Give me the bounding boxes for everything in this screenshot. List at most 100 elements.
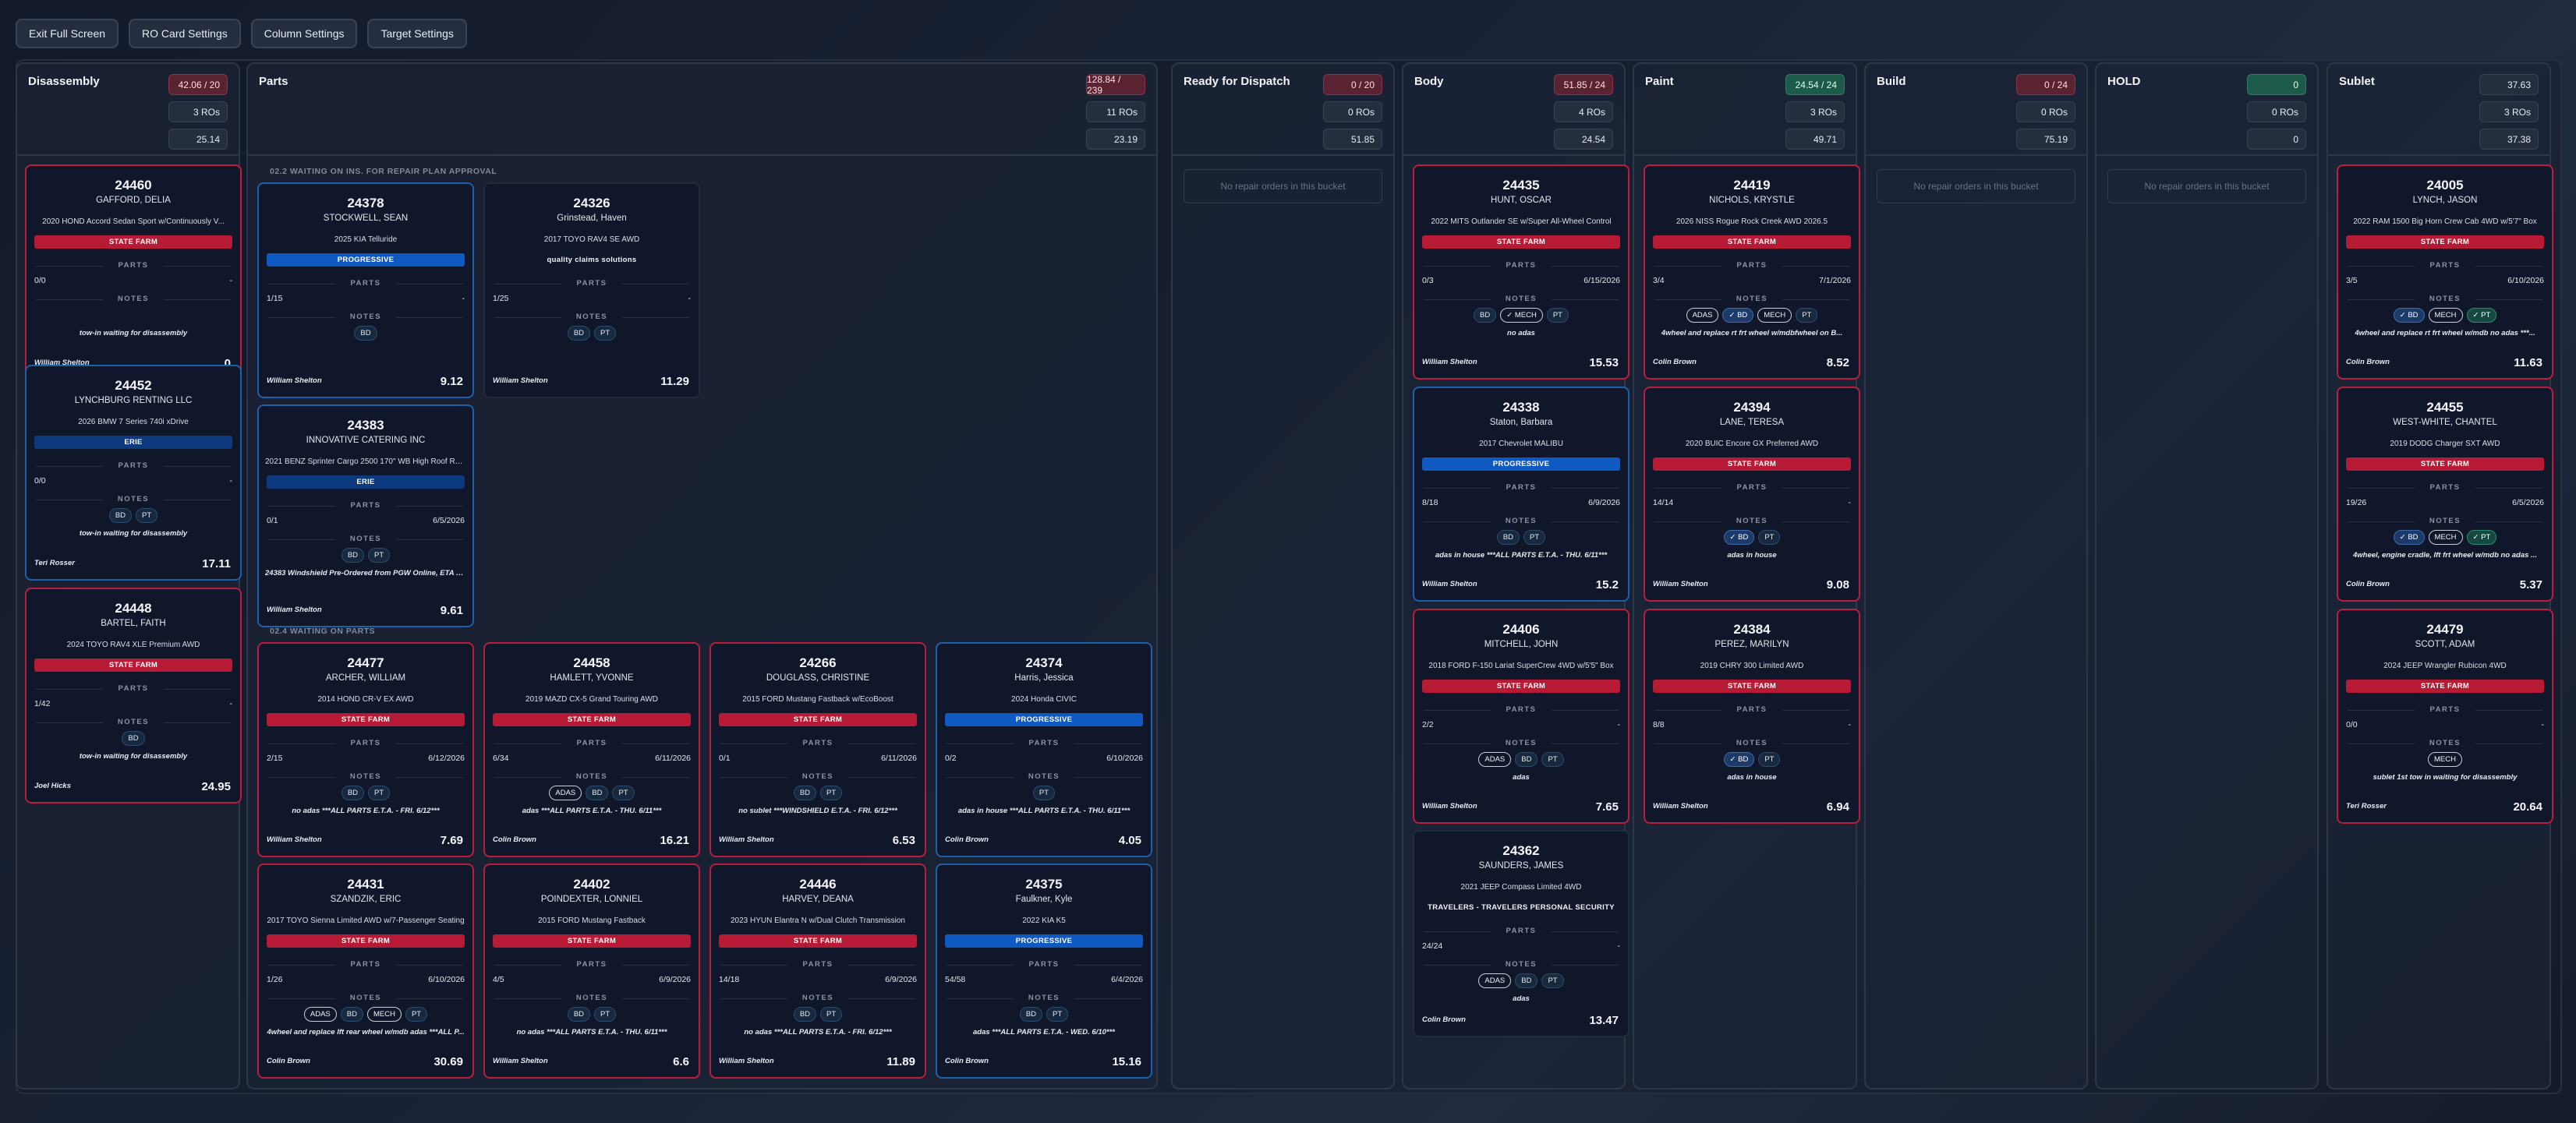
department-tag-bd[interactable]: ✓ BD [1722, 308, 1754, 323]
average-hours-badge: 49.71 [1785, 129, 1845, 150]
parts-label: PARTS [937, 739, 1151, 747]
department-tag-pt[interactable]: PT [1796, 308, 1818, 323]
department-tag-pt[interactable]: ✓ PT [2466, 308, 2497, 323]
department-tag-bd[interactable]: BD [1474, 308, 1497, 323]
ro-card[interactable]: 24406 MITCHELL, JOHN 2018 FORD F-150 Laria… [1413, 609, 1629, 824]
department-tag-bd[interactable]: BD [1515, 752, 1538, 767]
department-tag-bd[interactable]: BD [793, 786, 817, 800]
ro-card[interactable]: 24383 INNOVATIVE CATERING INC 2021 BENZ Sp… [257, 404, 474, 627]
parts-label: PARTS [1414, 927, 1628, 935]
department-tag-bd[interactable]: BD [586, 786, 609, 800]
department-tag-pt[interactable]: PT [594, 1007, 617, 1022]
exit-full-screen-button[interactable]: Exit Full Screen [16, 19, 119, 48]
department-tag-mech[interactable]: MECH [2428, 308, 2463, 323]
ro-card[interactable]: 24378 STOCKWELL, SEAN 2025 KIA Telluride PR… [257, 182, 474, 398]
insurance-badge: STATE FARM [1422, 680, 1620, 693]
ro-card[interactable]: 24266 DOUGLASS, CHRISTINE 2015 FORD Mustan… [709, 642, 926, 857]
department-tag-bd[interactable]: ✓ BD [2393, 308, 2425, 323]
department-tag-pt[interactable]: PT [1046, 1007, 1069, 1022]
department-tag-bd[interactable]: BD [354, 326, 377, 341]
card-note: adas ***ALL PARTS E.T.A. - WED. 6/10*** [973, 1028, 1115, 1036]
department-tag-bd[interactable]: BD [340, 1007, 363, 1022]
parts-received-count: 19/26 [2346, 498, 2367, 507]
ro-card-settings-button[interactable]: RO Card Settings [129, 19, 241, 48]
department-tag-mech[interactable]: MECH [2428, 752, 2462, 767]
department-tag-pt[interactable]: PT [1523, 530, 1546, 545]
department-tag-bd[interactable]: ✓ BD [2393, 530, 2425, 545]
ro-card[interactable]: 24458 HAMLETT, YVONNE 2019 MAZD CX-5 Grand… [483, 642, 700, 857]
department-tag-bd[interactable]: BD [793, 1007, 817, 1022]
technician-name: Colin Brown [945, 1057, 989, 1065]
department-tag-pt[interactable]: PT [1546, 308, 1569, 323]
ro-card[interactable]: 24460 GAFFORD, DELIA 2020 HOND Accord Seda… [25, 164, 242, 380]
department-tag-bd[interactable]: BD [122, 731, 145, 746]
ro-card[interactable]: 24431 SZANDZIK, ERIC 2017 TOYO Sienna Limi… [257, 863, 474, 1079]
ro-card[interactable]: 24005 LYNCH, JASON 2022 RAM 1500 Big Horn … [2337, 164, 2553, 380]
ro-card[interactable]: 24326 Grinstead, Haven 2017 TOYO RAV4 SE A… [483, 182, 700, 398]
ro-card[interactable]: 24446 HARVEY, DEANA 2023 HYUN Elantra N w/… [709, 863, 926, 1079]
department-tag-pt[interactable]: PT [1758, 530, 1781, 545]
department-tag-pt[interactable]: PT [1541, 973, 1564, 988]
department-tag-pt[interactable]: PT [594, 326, 617, 341]
customer-name: PEREZ, MARILYN [1714, 640, 1789, 649]
department-tag-bd[interactable]: BD [341, 548, 365, 563]
department-tag-pt[interactable]: PT [820, 786, 843, 800]
department-tag-mech[interactable]: MECH [2428, 530, 2463, 545]
ro-card[interactable]: 24435 HUNT, OSCAR 2022 MITS Outlander SE w… [1413, 164, 1629, 380]
ro-card[interactable]: 24374 Harris, Jessica 2024 Honda CIVIC PROG… [936, 642, 1152, 857]
ro-number: 24005 [2426, 178, 2464, 192]
department-tag-adas[interactable]: ADAS [1478, 973, 1512, 988]
ro-card[interactable]: 24362 SAUNDERS, JAMES 2021 JEEP Compass Li… [1413, 830, 1629, 1037]
ro-count-badge: 0 ROs [2247, 101, 2306, 122]
department-tag-pt[interactable]: PT [820, 1007, 843, 1022]
department-tag-adas[interactable]: ADAS [303, 1007, 337, 1022]
ro-card[interactable]: 24477 ARCHER, WILLIAM 2014 HOND CR-V EX AW… [257, 642, 474, 857]
column-title: Build [1877, 75, 1906, 88]
department-tag-bd[interactable]: BD [341, 786, 365, 800]
ro-card[interactable]: 24452 LYNCHBURG RENTING LLC 2026 BMW 7 Ser… [25, 365, 242, 581]
department-tag-mech[interactable]: MECH [366, 1007, 402, 1022]
ro-card[interactable]: 24448 BARTEL, FAITH 2024 TOYO RAV4 XLE Pre… [25, 588, 242, 803]
target-settings-button[interactable]: Target Settings [367, 19, 467, 48]
department-tag-bd[interactable]: BD [1496, 530, 1520, 545]
department-tag-pt[interactable]: ✓ PT [2466, 530, 2497, 545]
department-tag-pt[interactable]: PT [405, 1007, 428, 1022]
ro-card[interactable]: 24338 Staton, Barbara 2017 Chevrolet MALIB… [1413, 387, 1629, 602]
department-tag-bd[interactable]: BD [108, 508, 133, 523]
department-tag-pt[interactable]: PT [136, 508, 158, 523]
department-tag-mech[interactable]: MECH [1757, 308, 1792, 323]
department-tag-bd[interactable]: ✓ BD [1723, 752, 1755, 767]
department-tag-pt[interactable]: PT [612, 786, 635, 800]
customer-name: MITCHELL, JOHN [1484, 640, 1559, 649]
column-settings-button[interactable]: Column Settings [250, 19, 358, 48]
ro-card[interactable]: 24479 SCOTT, ADAM 2024 JEEP Wrangler Rubic… [2337, 609, 2553, 824]
department-tag-pt[interactable]: PT [368, 786, 391, 800]
ro-card[interactable]: 24455 WEST-WHITE, CHANTEL 2019 DODG Charge… [2337, 387, 2553, 602]
ro-card[interactable]: 24384 PEREZ, MARILYN 2019 CHRY 300 Limited… [1644, 609, 1860, 824]
ro-card[interactable]: 24375 Faulkner, Kyle 2022 KIA K5 PROGRESSIV… [936, 863, 1152, 1079]
department-tag-bd[interactable]: BD [567, 1007, 591, 1022]
vehicle-description: 2019 MAZD CX-5 Grand Touring AWD [525, 695, 659, 704]
card-note: adas in house [1727, 773, 1777, 782]
parts-received-count: 1/25 [493, 294, 509, 303]
ro-card[interactable]: 24394 LANE, TERESA 2020 BUIC Encore GX Pre… [1644, 387, 1860, 602]
department-tag-bd[interactable]: BD [567, 326, 591, 341]
card-note: 4wheel and replace lft rear wheel w/mdb … [267, 1028, 465, 1036]
department-tag-pt[interactable]: PT [1541, 752, 1564, 767]
department-tag-pt[interactable]: PT [1032, 786, 1056, 800]
department-tag-bd[interactable]: ✓ BD [1723, 530, 1755, 545]
department-tag-adas[interactable]: ADAS [1478, 752, 1512, 767]
department-tag-pt[interactable]: PT [368, 548, 391, 563]
department-tag-adas[interactable]: ADAS [1686, 308, 1719, 323]
ro-card[interactable]: 24419 NICHOLS, KRYSTLE 2026 NISS Rogue Roc… [1644, 164, 1860, 380]
department-tag-bd[interactable]: BD [1515, 973, 1538, 988]
card-note: no sublet ***WINDSHIELD E.T.A. - FRI. 6/… [738, 807, 897, 815]
ro-number: 24375 [1025, 877, 1063, 892]
department-tag-mech[interactable]: ✓ MECH [1500, 308, 1543, 323]
department-tag-pt[interactable]: PT [1758, 752, 1781, 767]
ro-card[interactable]: 24402 POINDEXTER, LONNIEL 2015 FORD Mustan… [483, 863, 700, 1079]
department-tag-bd[interactable]: BD [1019, 1007, 1043, 1022]
parts-eta-date: 6/5/2026 [2512, 498, 2544, 507]
insurance-badge: PROGRESSIVE [945, 934, 1143, 948]
department-tag-adas[interactable]: ADAS [549, 786, 582, 800]
